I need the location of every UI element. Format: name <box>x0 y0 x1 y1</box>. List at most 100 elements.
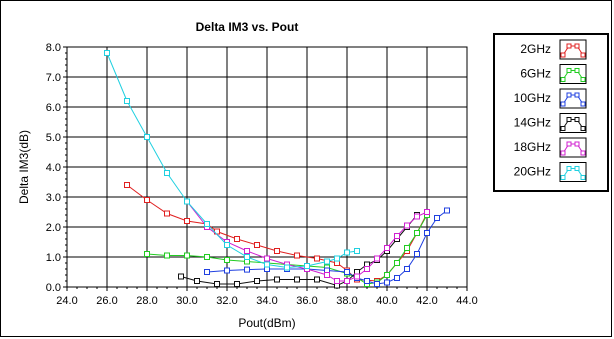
data-point <box>374 255 380 262</box>
y-tick-label: 2.0 <box>46 222 61 234</box>
data-point <box>164 170 170 176</box>
data-point <box>264 261 270 268</box>
legend-swatch-marker <box>560 77 566 82</box>
legend-swatch-line <box>562 168 584 178</box>
data-point <box>254 278 260 284</box>
legend-swatch-marker <box>560 101 566 107</box>
data-point <box>244 266 250 273</box>
legend-swatch-marker <box>566 43 572 49</box>
data-point <box>424 209 430 215</box>
legend-label: 2GHz <box>520 42 551 56</box>
legend-swatch-marker <box>566 117 572 122</box>
data-point <box>244 248 250 254</box>
data-point <box>144 251 150 257</box>
data-point <box>184 198 190 205</box>
data-point <box>394 275 400 281</box>
x-tick-label: 36.0 <box>296 295 317 307</box>
x-tick-label: 38.0 <box>336 295 357 307</box>
x-tick-label: 30.0 <box>176 295 197 307</box>
data-point <box>224 242 230 248</box>
data-point <box>204 254 210 260</box>
data-point <box>384 245 390 251</box>
data-point <box>414 213 420 220</box>
y-tick-label: 3.0 <box>46 192 61 204</box>
data-point <box>354 273 360 280</box>
legend-item: 6GHz <box>520 64 587 84</box>
y-tick-label: 0.0 <box>46 282 61 294</box>
series-20ghz <box>104 50 360 271</box>
data-point <box>344 249 350 256</box>
x-axis-ticks: 24.0 26.0 28.0 30.0 32.0 34.0 36.0 38.0 40.0 42.0… <box>56 287 478 307</box>
data-point <box>384 279 390 286</box>
data-point <box>394 260 400 266</box>
data-point <box>304 263 310 269</box>
data-point <box>404 245 410 251</box>
legend-swatch-marker <box>574 117 580 122</box>
data-point <box>424 230 430 236</box>
chart-title: Delta IM3 vs. Pout <box>196 20 299 34</box>
y-tick-label: 7.0 <box>46 72 61 84</box>
legend-swatch-line <box>562 94 584 105</box>
y-tick-label: 8.0 <box>46 42 61 54</box>
x-tick-label: 44.0 <box>456 295 477 307</box>
legend-label: 20GHz <box>514 165 551 179</box>
data-point <box>144 134 150 140</box>
legend-label: 6GHz <box>520 67 551 81</box>
x-tick-label: 28.0 <box>136 295 157 307</box>
y-tick-label: 1.0 <box>46 252 61 264</box>
legend-swatch-marker <box>574 92 580 98</box>
data-point <box>204 221 210 227</box>
series-line <box>126 184 428 282</box>
data-point <box>314 276 320 283</box>
x-tick-label: 42.0 <box>416 295 437 307</box>
data-point <box>274 248 280 254</box>
legend-swatch-marker <box>574 141 580 147</box>
data-point <box>444 207 450 214</box>
legend-swatch-marker <box>580 150 586 156</box>
data-point <box>234 236 240 242</box>
legend-swatch-marker <box>566 166 572 171</box>
data-point <box>404 222 410 229</box>
data-point <box>184 218 190 224</box>
y-axis-ticks: 0.0 1.0 2.0 3.0 4.0 5.0 6.0 7.0 8.0 <box>46 42 67 294</box>
data-point <box>314 255 320 262</box>
x-tick-label: 34.0 <box>256 295 277 307</box>
series-line <box>180 214 418 287</box>
legend-swatch-marker <box>560 126 566 131</box>
data-point <box>224 257 230 263</box>
data-point <box>434 215 440 221</box>
data-point <box>164 252 170 259</box>
legend-swatch-line <box>562 70 584 80</box>
legend-swatch-marker <box>580 101 586 107</box>
data-series <box>104 50 450 289</box>
x-tick-label: 24.0 <box>56 295 77 307</box>
data-point <box>234 281 240 287</box>
data-point <box>384 272 390 278</box>
x-tick-label: 32.0 <box>216 295 237 307</box>
data-point <box>124 98 130 104</box>
y-tick-label: 5.0 <box>46 132 61 144</box>
legend-label: 14GHz <box>514 116 551 130</box>
data-point <box>264 255 270 262</box>
legend-swatch-marker <box>566 68 572 73</box>
data-point <box>374 281 380 287</box>
legend-item: 14GHz <box>514 113 587 133</box>
data-point <box>164 210 170 217</box>
data-point <box>404 266 410 272</box>
y-tick-label: 4.0 <box>46 162 61 174</box>
x-tick-label: 40.0 <box>376 295 397 307</box>
series-line <box>206 210 448 285</box>
legend: 2GHz 6GHz 10GHz 14GHz 18GHz 20GHz <box>493 33 609 192</box>
data-point <box>334 255 340 262</box>
legend-swatch-line <box>562 119 584 129</box>
data-point <box>184 252 190 259</box>
data-point <box>254 242 260 248</box>
series-2ghz <box>124 182 430 284</box>
legend-item: 10GHz <box>514 88 587 109</box>
data-point <box>284 264 290 271</box>
x-axis-label: Pout(dBm) <box>238 316 295 330</box>
y-tick-label: 6.0 <box>46 102 61 114</box>
legend-swatch-line <box>562 45 584 56</box>
data-point <box>104 50 110 56</box>
